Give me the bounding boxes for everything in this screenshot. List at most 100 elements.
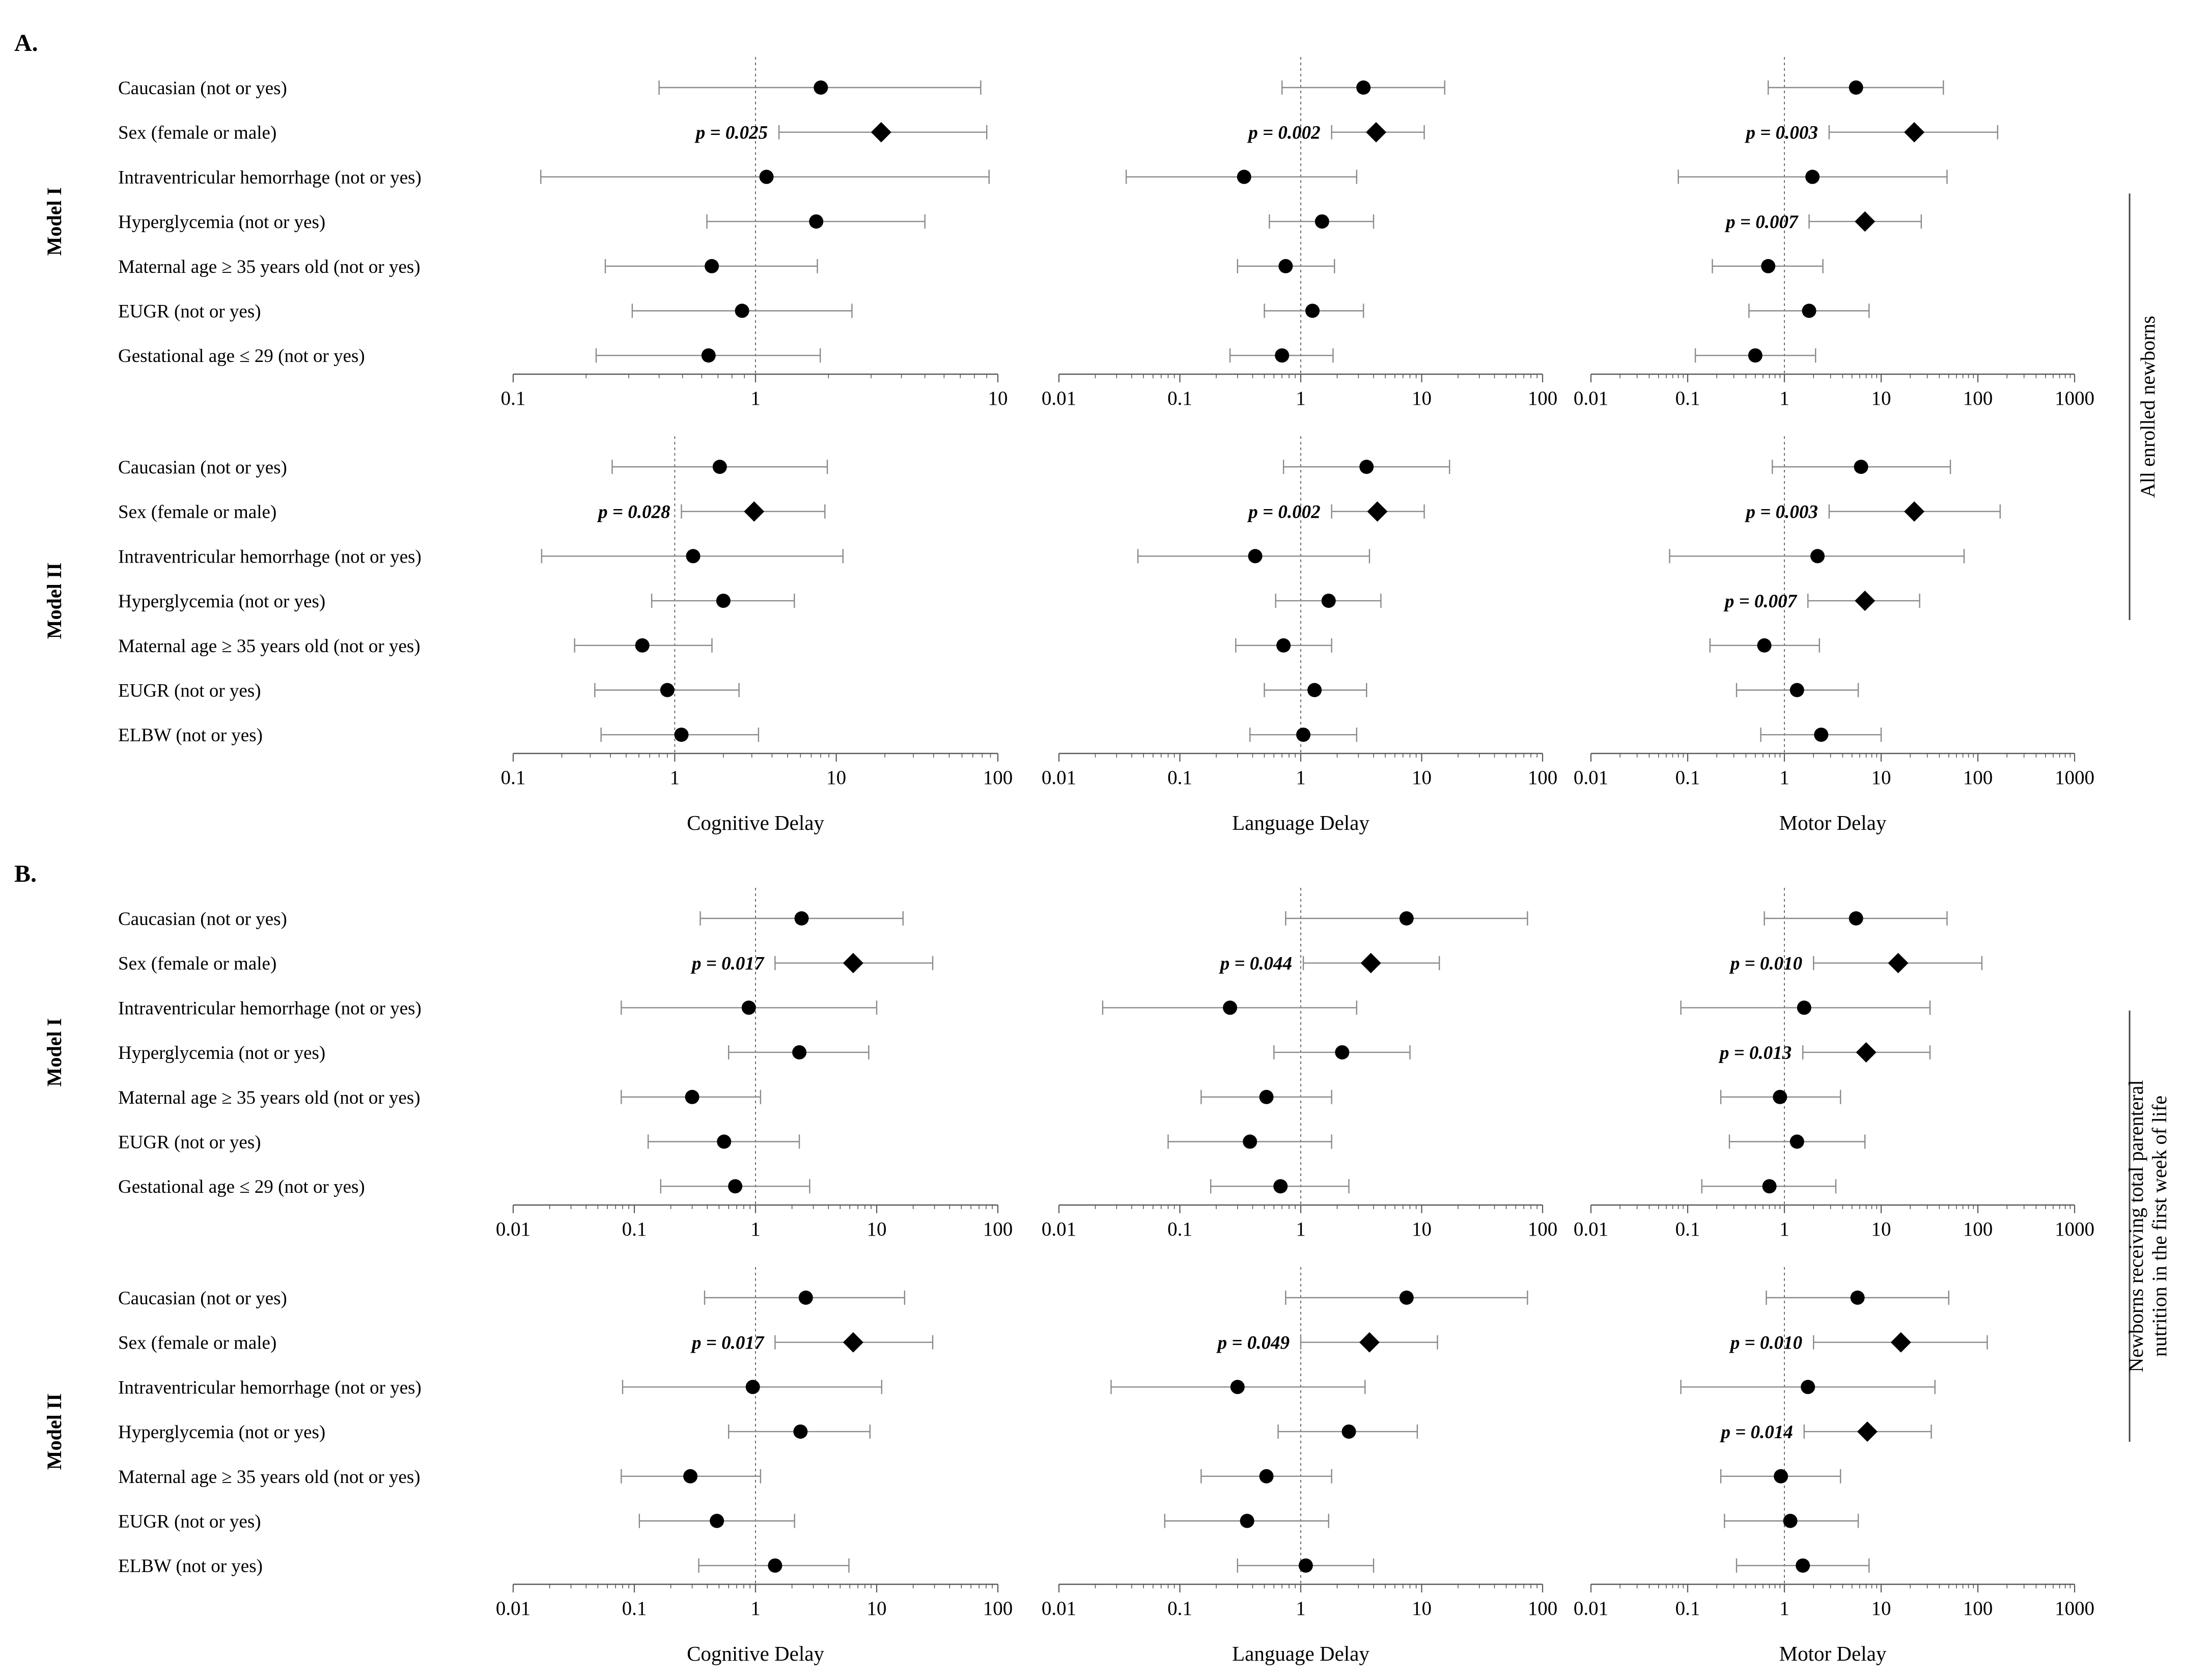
panel-b-model-1-plot-1-estimate-point	[728, 1179, 743, 1194]
panel-b-model-1-plot-1-estimate-point	[717, 1134, 732, 1149]
panel-a-model-1-plot-2-estimate-point	[1315, 214, 1329, 229]
panel-b-model-1-plot-3-estimate-point	[1773, 1089, 1787, 1104]
panel-b-model-1-plot-3-estimate-diamond	[1856, 1042, 1877, 1063]
panel-a-model-2-plot-3-tick-label: 100	[1963, 767, 1993, 789]
panel-b-model-2-plot-1-tick-label: 0.01	[496, 1598, 530, 1619]
panel-a-model-2-plot-2-tick-label: 0.01	[1042, 767, 1076, 789]
panel-b-model-1-plot-2-estimate-point	[1223, 1000, 1238, 1015]
panel-a-model-2-plot-2-estimate-point	[1248, 549, 1263, 564]
panel-b-model-2-plot-1-x-title: Cognitive Delay	[687, 1642, 824, 1665]
panel-b-model-2-row-label: Intraventricular hemorrhage (not or yes)	[118, 1377, 422, 1398]
panel-a-model-2-plot-3-tick-label: 0.1	[1675, 767, 1700, 789]
panel-b-model-1-plot-3-tick-label: 10	[1871, 1218, 1891, 1240]
panel-a-model-1-plot-3-tick-label: 100	[1963, 387, 1993, 409]
panel-a-model-2-plot-2-p-value: p = 0.002	[1247, 502, 1320, 523]
panel-b-model-1-row-label: Sex (female or male)	[118, 954, 276, 974]
panel-a-model-1-plot-3-estimate-point	[1748, 348, 1763, 363]
panel-b-model-1-plot-2-estimate-diamond	[1360, 953, 1381, 973]
panel-a-model-1-plot-2-estimate-point	[1237, 170, 1251, 184]
panel-b-model-1-plot-3-p-value: p = 0.010	[1729, 954, 1802, 974]
panel-b-model-1-plot-3-tick-label: 0.1	[1675, 1218, 1700, 1240]
panel-a-model-1-plot-3-p-value: p = 0.003	[1745, 123, 1818, 144]
panel-b-model-1-plot-3-estimate-point	[1797, 1000, 1811, 1015]
panel-a-model-2-plot-1-estimate-point	[712, 460, 727, 474]
panel-b-model-1-plot-2-tick-label: 10	[1412, 1218, 1432, 1240]
panel-b-model-1-plot-3-tick-label: 1	[1779, 1218, 1789, 1240]
panel-b-model-1-plot-3-tick-label: 100	[1963, 1218, 1993, 1240]
panel-a-model-1-plot-3-estimate-diamond	[1855, 211, 1876, 232]
panel-b-model-1-row-label: EUGR (not or yes)	[118, 1132, 261, 1153]
panel-a-model-2-plot-3-tick-label: 1	[1779, 767, 1789, 789]
panel-a-model-1-plot-3-estimate-point	[1849, 80, 1863, 95]
panel-b-model-2-plot-1-tick-label: 10	[867, 1598, 887, 1619]
panel-b-model-2-plot-3-estimate-point	[1801, 1380, 1815, 1394]
panel-b-model-2-row-label: Sex (female or male)	[118, 1333, 276, 1354]
panel-b-model-1-row-label: Hyperglycemia (not or yes)	[118, 1043, 325, 1063]
panel-a-model-2-plot-3-tick-label: 10	[1871, 767, 1891, 789]
panel-a-model-1-plot-1-estimate-point	[705, 259, 719, 273]
panel-a-model-2-plot-2-estimate-point	[1359, 460, 1374, 474]
panel-a-model-1-plot-3-tick-label: 0.01	[1574, 387, 1608, 409]
panel-a-model-1-row-label: Sex (female or male)	[118, 123, 276, 144]
panel-a-model-1-row-label: Maternal age ≥ 35 years old (not or yes)	[118, 257, 421, 277]
panel-a-model-2-plot-3-estimate-diamond	[1904, 501, 1925, 522]
panel-a-model-2-plot-3-p-value: p = 0.007	[1723, 591, 1798, 612]
panel-a-model-2-plot-3-x-title: Motor Delay	[1779, 811, 1887, 834]
panel-a-model-2-plot-1-tick-label: 100	[983, 767, 1013, 789]
panel-b-model-1-row-label: Caucasian (not or yes)	[118, 909, 287, 930]
panel-a-model-2-row-label: Sex (female or male)	[118, 502, 276, 523]
panel-b-model-1-plot-2-estimate-point	[1243, 1134, 1257, 1149]
panel-b-model-2-plot-2-estimate-point	[1341, 1424, 1356, 1439]
panel-a-model-1-plot-1-estimate-diamond	[871, 122, 891, 143]
panel-a-model-2-plot-2-estimate-point	[1276, 638, 1291, 653]
panel-b-model-1-plot-3-estimate-diamond	[1888, 953, 1909, 973]
panel-a-model-2-plot-1-estimate-point	[660, 683, 675, 697]
panel-a-group-label: All enrolled newborns	[2136, 316, 2159, 498]
panel-a-model-2-plot-1-estimate-point	[635, 638, 650, 653]
panel-b-model-2-plot-2-tick-label: 100	[1528, 1598, 1558, 1619]
panel-a-model-1-plot-2-estimate-diamond	[1366, 122, 1387, 143]
panel-a-model-1-plot-3-estimate-diamond	[1904, 122, 1925, 143]
panel-b-model-1-plot-1-tick-label: 100	[983, 1218, 1013, 1240]
panel-b-model-2-row-label: EUGR (not or yes)	[118, 1511, 261, 1532]
panel-b-model-1-plot-3-estimate-point	[1789, 1134, 1804, 1149]
panel-b-model-2-plot-1-p-value: p = 0.017	[690, 1333, 765, 1354]
panel-a-model-1-plot-2-tick-label: 10	[1412, 387, 1432, 409]
panel-b-model-2-plot-2-estimate-point	[1259, 1469, 1274, 1483]
panel-b-model-2-plot-1-estimate-point	[768, 1558, 782, 1573]
panel-b-model-2-plot-1-estimate-point	[793, 1424, 808, 1439]
panel-b-model-1-plot-2-estimate-point	[1273, 1179, 1288, 1194]
panel-b-model-2-plot-2-estimate-point	[1298, 1558, 1313, 1573]
panel-b-model-1-plot-1-estimate-point	[794, 911, 809, 926]
panel-b-model-1-row-label: Intraventricular hemorrhage (not or yes)	[118, 998, 422, 1019]
panel-b-model-2-plot-2-estimate-diamond	[1359, 1332, 1380, 1353]
panel-b-model-2-plot-3-tick-label: 1	[1779, 1598, 1789, 1619]
panel-b-model-2-plot-2-tick-label: 1	[1296, 1598, 1306, 1619]
panel-b-model-2-label: Model II	[43, 1393, 66, 1470]
panel-b-model-1-row-label: Gestational age ≤ 29 (not or yes)	[118, 1177, 365, 1197]
panel-a-model-1-row-label: Gestational age ≤ 29 (not or yes)	[118, 346, 365, 367]
panel-b-model-1-plot-2-tick-label: 0.1	[1167, 1218, 1192, 1240]
panel-a-model-2-plot-3-estimate-point	[1757, 638, 1772, 653]
panel-a-model-2-plot-3-tick-label: 1000	[2055, 767, 2094, 789]
panel-a-model-2-plot-3-tick-label: 0.01	[1574, 767, 1608, 789]
panel-a-model-1-plot-2-estimate-point	[1278, 259, 1293, 273]
panel-a-model-1-plot-1-tick-label: 10	[988, 387, 1008, 409]
panel-b-model-2-plot-3-estimate-diamond	[1857, 1421, 1878, 1442]
panel-a-model-2-plot-3-estimate-diamond	[1855, 591, 1876, 611]
panel-b-model-1-row-label: Maternal age ≥ 35 years old (not or yes)	[118, 1087, 421, 1108]
panel-a-model-2-row-label: Maternal age ≥ 35 years old (not or yes)	[118, 636, 421, 657]
panel-b-model-1-plot-1-estimate-diamond	[843, 953, 863, 973]
panel-a-model-1-plot-3-tick-label: 1000	[2055, 387, 2094, 409]
panel-b-model-1-plot-2-tick-label: 100	[1528, 1218, 1558, 1240]
panel-b-model-1-plot-1-estimate-point	[685, 1089, 700, 1104]
panel-b-model-1-plot-1-estimate-point	[741, 1000, 756, 1015]
panel-a-model-1-plot-2-tick-label: 1	[1296, 387, 1306, 409]
panel-a-model-1-plot-1-p-value: p = 0.025	[694, 123, 768, 144]
panel-b-group-label: Newborns receiving total parenteral	[2124, 1080, 2147, 1372]
panel-b-model-2-plot-3-estimate-point	[1796, 1558, 1810, 1573]
panel-a-model-2-row-label: EUGR (not or yes)	[118, 681, 261, 702]
panel-a-model-1-plot-3-tick-label: 1	[1779, 387, 1789, 409]
panel-a-model-2-plot-3-p-value: p = 0.003	[1745, 502, 1818, 523]
